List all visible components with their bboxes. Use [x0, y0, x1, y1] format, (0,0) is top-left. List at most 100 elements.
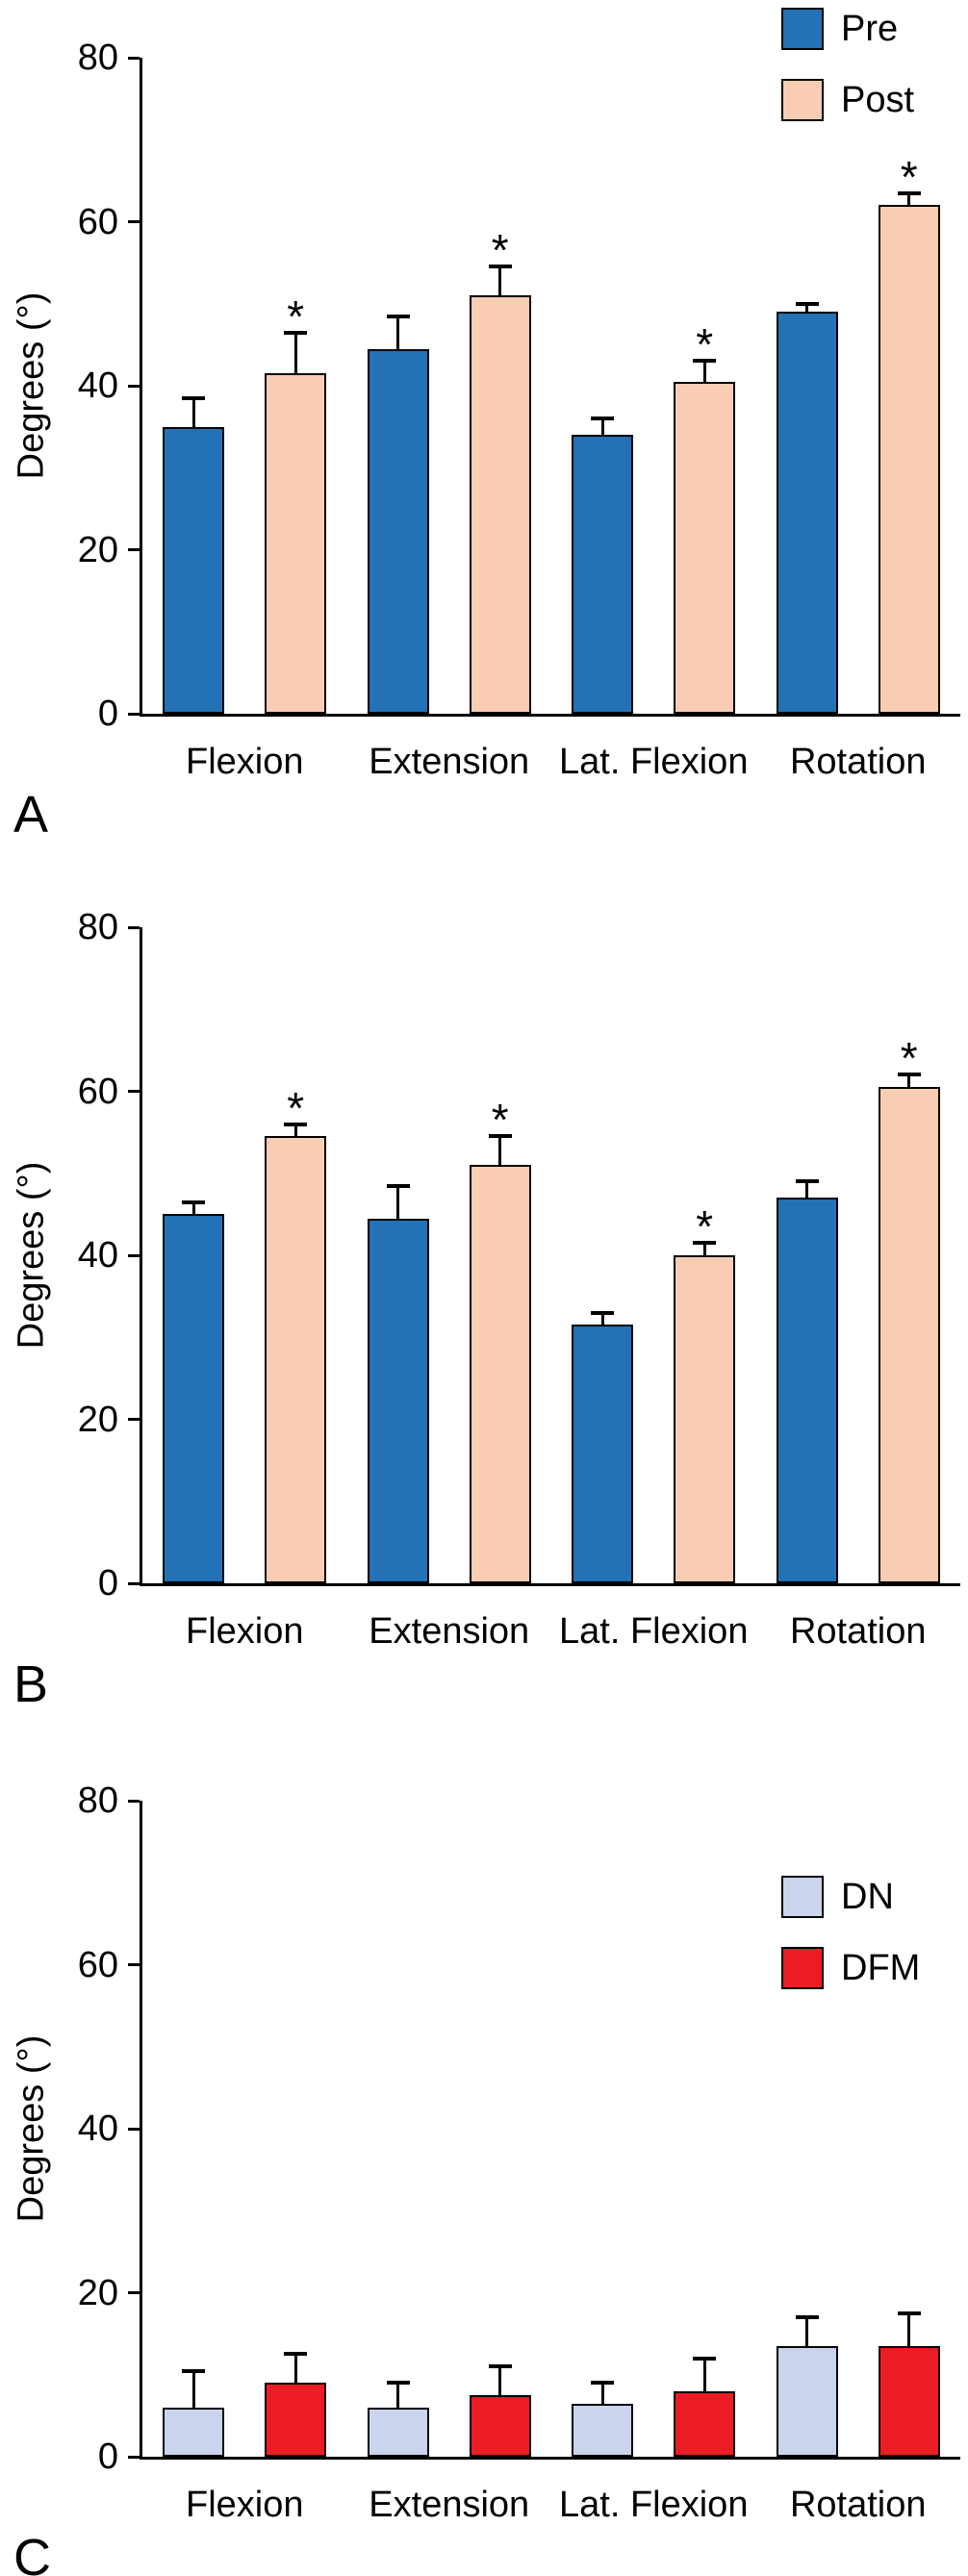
error-bar [498, 266, 502, 296]
legend: Pre Post [781, 8, 914, 150]
panel-a: Degrees (°) 0 20 40 60 80 Flexion * Extension * La… [0, 0, 968, 858]
legend-item: DN [781, 1876, 920, 1918]
x-category-label: Lat. Flexion [559, 2485, 749, 2525]
error-bar-cap [795, 301, 819, 306]
error-bar-cap [284, 330, 308, 335]
x-category-label: Extension [369, 2485, 530, 2525]
x-category-label: Rotation [789, 2485, 927, 2525]
panel-letter: C [13, 2529, 51, 2576]
x-category-label: Flexion [186, 742, 304, 782]
error-bar [191, 2370, 195, 2408]
bar-post-extension [469, 295, 531, 714]
y-tick-mark [128, 2127, 140, 2131]
y-tick-label: 20 [77, 1399, 118, 1440]
bar-pre-lat-flexion [572, 435, 634, 714]
bar-post-lat-flexion [674, 381, 736, 714]
significance-asterisk: * [696, 319, 714, 370]
y-tick-label: 40 [77, 1235, 118, 1275]
error-bar [191, 397, 195, 427]
error-bar [907, 1074, 911, 1088]
error-bar [396, 316, 400, 349]
error-bar [600, 2383, 604, 2404]
legend-item: Post [781, 79, 914, 121]
y-tick-mark [128, 2291, 140, 2294]
legend-label: DN [841, 1876, 894, 1917]
x-category-label: Rotation [789, 1611, 927, 1652]
significance-asterisk: * [491, 225, 509, 276]
plot-area: 0 20 40 60 80 Flexion * Extension * Lat. Flexion *… [78, 909, 960, 1651]
bar-dfm-rotation [878, 2345, 940, 2457]
error-bar-cap [693, 359, 717, 364]
plot-area: 0 20 40 60 80 Flexion * Extension * Lat. Flexion *… [78, 39, 960, 781]
y-tick-mark [128, 56, 140, 60]
significance-asterisk: * [287, 290, 305, 341]
panel-letter: A [13, 786, 49, 844]
error-bar-cap [488, 265, 512, 269]
bar-post-flexion [265, 373, 327, 714]
error-bar [805, 2317, 809, 2346]
significance-asterisk: * [696, 1201, 714, 1252]
y-tick-label: 20 [77, 2272, 118, 2313]
y-tick-mark [128, 384, 140, 388]
bar-dn-lat-flexion [572, 2403, 634, 2457]
bar-pre-lat-flexion [572, 1325, 634, 1583]
error-bar-cap [591, 2381, 615, 2386]
bar-dn-extension [367, 2407, 429, 2457]
error-bar-cap [488, 1134, 512, 1139]
legend-label: Post [841, 79, 915, 120]
y-tick-mark [128, 925, 140, 929]
bar-dfm-flexion [265, 2383, 327, 2457]
y-tick-mark [128, 1418, 140, 1421]
bar-pre-rotation [776, 312, 838, 714]
legend-label: Pre [841, 8, 899, 49]
error-bar [907, 2312, 911, 2346]
bar-pre-rotation [776, 1198, 838, 1583]
y-tick-label: 60 [77, 1071, 118, 1112]
bar-dn-flexion [163, 2407, 225, 2457]
error-bar [702, 2358, 706, 2391]
y-tick-label: 0 [97, 694, 118, 734]
legend-swatch-pre [781, 8, 824, 50]
bar-pre-extension [367, 1218, 429, 1583]
legend-item: Pre [781, 8, 914, 50]
error-bar [600, 418, 604, 436]
error-bar [498, 1136, 502, 1166]
error-bar [191, 1201, 195, 1215]
legend-item: DFM [781, 1947, 920, 1989]
error-bar-cap [182, 1200, 206, 1204]
bar-post-extension [469, 1165, 531, 1583]
error-bar-cap [897, 2311, 921, 2315]
plot-area: 0 20 40 60 80 Flexion Extension Lat. Flexion Rot… [78, 1782, 960, 2524]
error-bar [702, 1243, 706, 1255]
legend-swatch-post [781, 79, 824, 121]
bar-post-lat-flexion [674, 1255, 736, 1583]
legend-label: DFM [841, 1947, 921, 1988]
legend-swatch-dfm [781, 1947, 824, 1989]
error-bar-cap [795, 1179, 819, 1184]
y-tick-label: 60 [77, 1944, 118, 1985]
error-bar-cap [693, 1241, 717, 1246]
error-bar [396, 2383, 400, 2408]
y-tick-mark [128, 548, 140, 551]
error-bar-cap [897, 190, 921, 195]
bar-pre-flexion [163, 426, 225, 714]
legend-swatch-dn [781, 1876, 824, 1918]
error-bar-cap [386, 2381, 410, 2386]
error-bar-cap [386, 314, 410, 318]
error-bar-cap [591, 1310, 615, 1315]
error-bar [805, 303, 809, 313]
error-bar-cap [182, 2368, 206, 2373]
significance-asterisk: * [900, 1033, 918, 1084]
bar-dfm-extension [469, 2395, 531, 2457]
panel-c: Degrees (°) 0 20 40 60 80 Flexion Extension Lat.… [0, 1716, 968, 2576]
significance-asterisk: * [900, 151, 918, 202]
y-tick-label: 0 [97, 1563, 118, 1604]
y-tick-label: 0 [97, 2437, 118, 2477]
error-bar [702, 361, 706, 382]
error-bar [907, 192, 911, 206]
y-tick-mark [128, 1253, 140, 1257]
error-bar-cap [284, 1122, 308, 1126]
error-bar-cap [897, 1073, 921, 1077]
error-bar [498, 2366, 502, 2396]
error-bar-cap [386, 1183, 410, 1188]
